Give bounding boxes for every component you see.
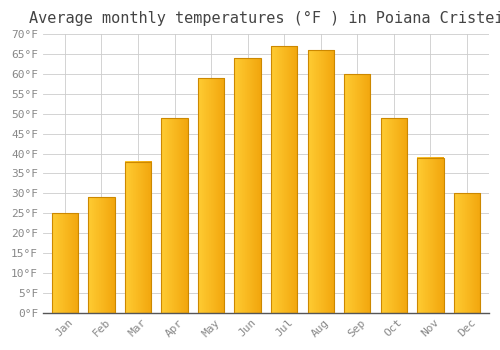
- Title: Average monthly temperatures (°F ) in Poiana Cristei: Average monthly temperatures (°F ) in Po…: [28, 11, 500, 26]
